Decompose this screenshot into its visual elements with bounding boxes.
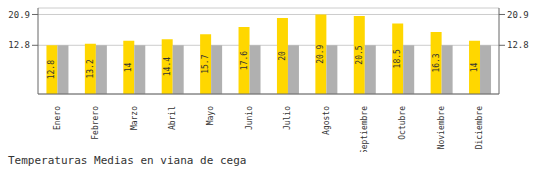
svg-text:Noviembre: Noviembre xyxy=(437,106,446,150)
svg-text:Enero: Enero xyxy=(53,106,62,130)
svg-text:15.7: 15.7 xyxy=(201,54,210,73)
svg-text:13.2: 13.2 xyxy=(86,59,95,78)
svg-text:12.8: 12.8 xyxy=(507,40,529,50)
svg-text:Febrero: Febrero xyxy=(91,106,100,140)
svg-text:20: 20 xyxy=(278,51,287,61)
svg-text:12.8: 12.8 xyxy=(8,40,30,50)
svg-text:Agosto: Agosto xyxy=(322,106,331,135)
svg-text:Mayo: Mayo xyxy=(206,106,215,125)
svg-text:18.5: 18.5 xyxy=(393,49,402,68)
svg-text:Septiembre: Septiembre xyxy=(360,106,369,152)
svg-text:Marzo: Marzo xyxy=(130,106,139,130)
svg-text:20.9: 20.9 xyxy=(8,10,30,20)
svg-text:Abril: Abril xyxy=(168,106,177,130)
svg-text:12.8: 12.8 xyxy=(47,60,56,79)
svg-text:20.9: 20.9 xyxy=(316,44,325,63)
svg-text:Diciembre: Diciembre xyxy=(475,106,484,150)
svg-text:Junio: Junio xyxy=(245,106,254,130)
svg-text:Julio: Julio xyxy=(283,106,292,130)
svg-text:16.3: 16.3 xyxy=(432,53,441,72)
html-text:Temperaturas Medias en viana d: Temperaturas Medias en viana de cega xyxy=(8,154,247,167)
svg-text:Octubre: Octubre xyxy=(398,106,407,140)
svg-text:14.4: 14.4 xyxy=(163,57,172,76)
svg-text:14: 14 xyxy=(124,62,133,72)
svg-text:14: 14 xyxy=(470,62,479,72)
svg-text:20.9: 20.9 xyxy=(507,10,529,20)
svg-text:20.5: 20.5 xyxy=(355,45,364,64)
svg-text:17.6: 17.6 xyxy=(240,51,249,70)
